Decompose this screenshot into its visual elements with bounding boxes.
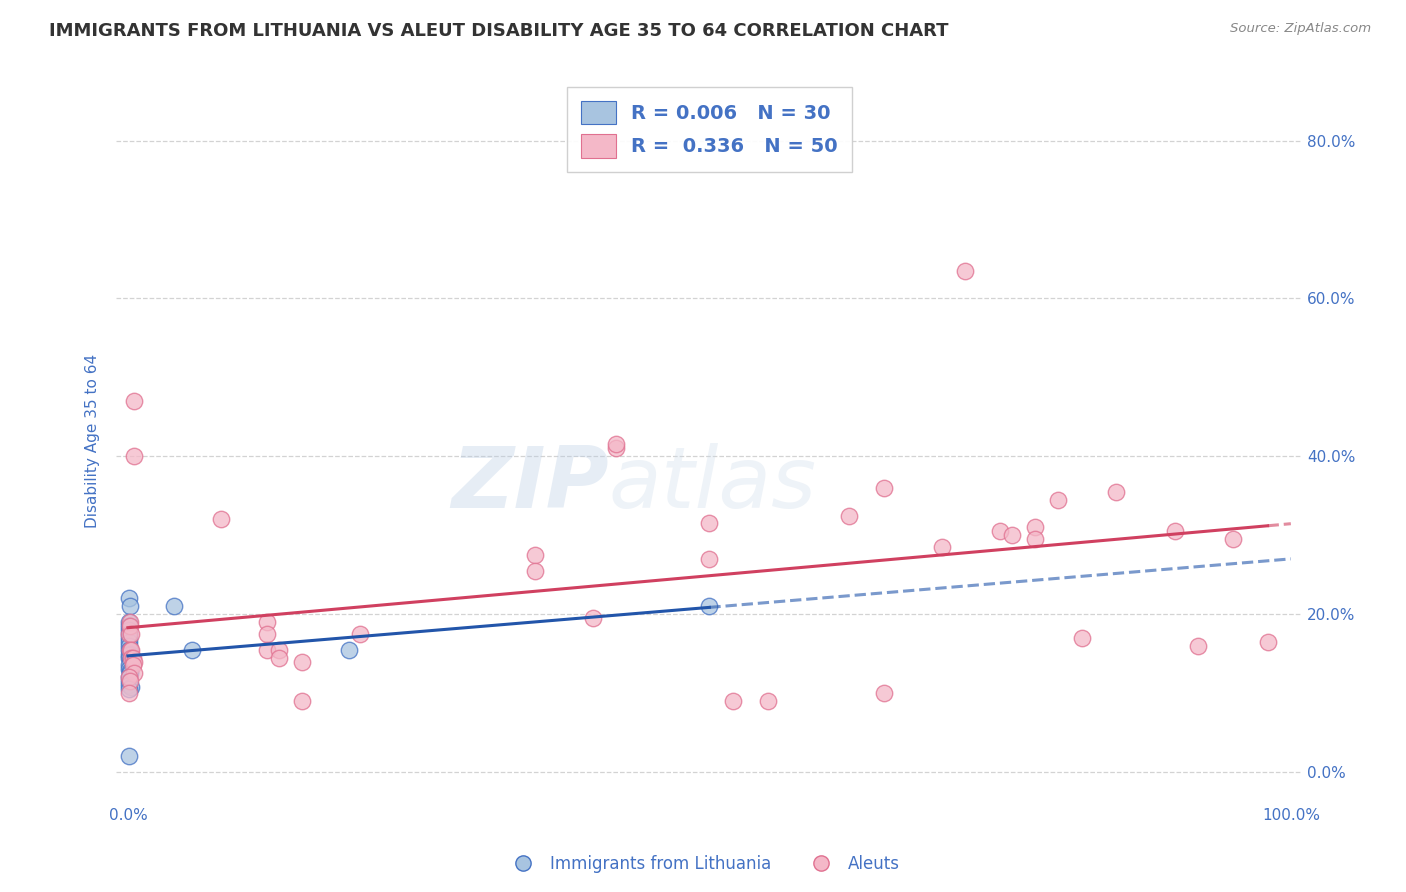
Point (349, 627, 371, 641)
Point (118, 639, 141, 653)
Point (118, 749, 141, 764)
Point (1187, 639, 1209, 653)
Legend: R = 0.006   N = 30, R =  0.336   N = 50: R = 0.006 N = 30, R = 0.336 N = 50 (567, 87, 852, 171)
Point (1070, 631, 1092, 645)
Point (605, 437, 627, 451)
Point (209, 512, 232, 526)
Point (256, 615, 278, 629)
Point (180, 642, 202, 657)
Point (118, 682, 141, 697)
Point (120, 642, 142, 657)
Point (118, 662, 141, 676)
Point (1024, 532, 1046, 546)
Point (955, 264, 977, 278)
Point (122, 666, 145, 681)
Point (120, 647, 142, 661)
Point (122, 450, 145, 464)
Y-axis label: Disability Age 35 to 64: Disability Age 35 to 64 (86, 353, 100, 527)
Point (120, 619, 142, 633)
Point (120, 664, 142, 678)
Point (120, 650, 142, 665)
Point (122, 655, 145, 669)
Point (756, 694, 779, 708)
Point (118, 678, 141, 692)
Point (120, 653, 142, 667)
Point (118, 670, 141, 684)
Text: IMMIGRANTS FROM LITHUANIA VS ALEUT DISABILITY AGE 35 TO 64 CORRELATION CHART: IMMIGRANTS FROM LITHUANIA VS ALEUT DISAB… (49, 22, 949, 40)
Point (118, 627, 141, 641)
Point (121, 658, 143, 673)
Point (1257, 635, 1279, 649)
Point (699, 599, 721, 614)
Point (120, 655, 142, 669)
Legend: Immigrants from Lithuania, Aleuts: Immigrants from Lithuania, Aleuts (499, 848, 907, 880)
Point (120, 642, 142, 657)
Point (291, 694, 314, 708)
Point (1047, 492, 1070, 507)
Text: atlas: atlas (609, 442, 817, 525)
Point (120, 599, 142, 614)
Point (120, 627, 142, 641)
Point (291, 655, 314, 669)
Point (931, 540, 953, 554)
Point (118, 627, 141, 641)
Point (721, 694, 744, 708)
Point (267, 650, 290, 665)
Point (120, 674, 142, 689)
Point (118, 623, 141, 637)
Point (118, 642, 141, 657)
Point (582, 611, 605, 625)
Point (256, 642, 278, 657)
Point (699, 552, 721, 566)
Point (118, 615, 141, 629)
Point (1163, 524, 1185, 539)
Point (120, 680, 142, 694)
Text: ZIP: ZIP (451, 442, 609, 525)
Point (118, 658, 141, 673)
Point (118, 670, 141, 684)
Point (118, 635, 141, 649)
Point (163, 599, 186, 614)
Point (120, 615, 142, 629)
Point (873, 686, 896, 700)
Point (873, 481, 896, 495)
Point (118, 650, 141, 665)
Point (523, 548, 546, 562)
Point (121, 650, 143, 665)
Point (120, 642, 142, 657)
Point (118, 631, 141, 645)
Point (118, 619, 141, 633)
Point (337, 642, 360, 657)
Point (1105, 484, 1128, 499)
Point (267, 642, 290, 657)
Point (118, 648, 141, 663)
Point (118, 591, 141, 606)
Point (118, 686, 141, 700)
Point (605, 442, 627, 456)
Point (699, 516, 721, 531)
Point (988, 524, 1011, 539)
Point (120, 666, 142, 681)
Text: Source: ZipAtlas.com: Source: ZipAtlas.com (1230, 22, 1371, 36)
Point (1001, 528, 1024, 542)
Point (256, 627, 278, 641)
Point (118, 674, 141, 689)
Point (1222, 532, 1244, 546)
Point (523, 564, 546, 578)
Point (122, 394, 145, 409)
Point (1024, 520, 1046, 534)
Point (838, 508, 860, 523)
